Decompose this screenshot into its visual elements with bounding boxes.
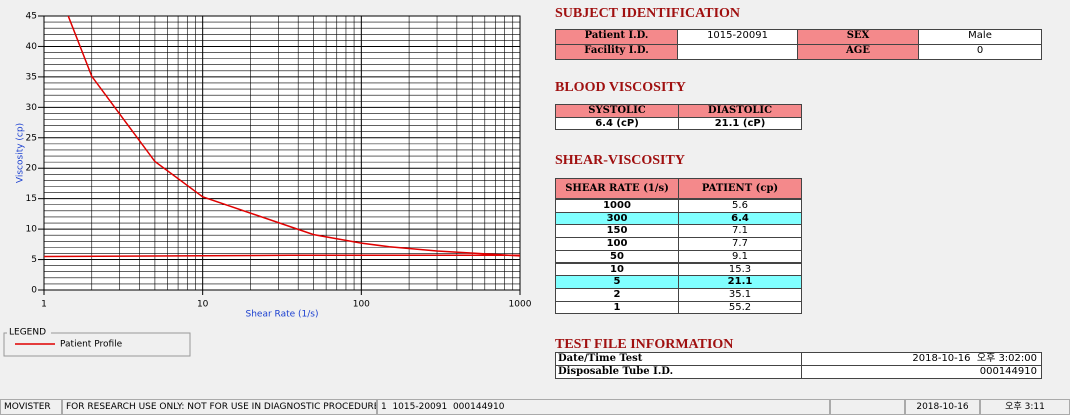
field-label: Patient I.D. [555, 29, 678, 45]
y-tick-label: 30 [26, 103, 38, 113]
chart: Shear Rate (1/s) Viscosity (cp) LEGEND 0… [3, 12, 532, 357]
column-header: DIASTOLIC [678, 104, 802, 118]
table-cell: 2 [555, 287, 679, 302]
status-field: 오후 3:11 [980, 399, 1070, 415]
x-tick-label: 1000 [509, 300, 532, 310]
table-cell: 55.2 [678, 300, 802, 315]
field-value: 0 [918, 44, 1042, 60]
field-label: AGE [797, 44, 919, 60]
value-cell: 21.1 (cP) [678, 117, 802, 130]
column-header: SYSTOLIC [555, 104, 679, 118]
line-series [44, 254, 520, 258]
table-cell: 21.1 [678, 275, 802, 289]
y-tick-label: 20 [26, 164, 38, 174]
y-tick-label: 35 [26, 72, 37, 82]
table-cell: 6.4 [678, 211, 802, 226]
table-cell: 1 [555, 300, 679, 315]
y-tick-label: 5 [31, 255, 37, 265]
y-tick-label: 15 [26, 194, 37, 204]
column-header: PATIENT (cp) [678, 178, 802, 199]
value-cell: 6.4 (cP) [555, 117, 679, 130]
legend-title-bg [7, 327, 51, 337]
table-cell: 300 [555, 211, 679, 226]
x-tick-label: 10 [197, 300, 209, 310]
table-cell: 7.7 [678, 237, 802, 251]
y-tick-label: 10 [26, 225, 38, 235]
y-axis-label: Viscosity (cp) [16, 123, 26, 183]
section-title: SHEAR-VISCOSITY [555, 153, 685, 168]
table-cell: 1000 [555, 199, 679, 213]
table-cell: 5 [555, 275, 679, 289]
section-title: TEST FILE INFORMATION [555, 337, 734, 352]
table-cell: 9.1 [678, 249, 802, 264]
section-title: SUBJECT IDENTIFICATION [555, 6, 741, 21]
table-cell: 35.1 [678, 287, 802, 302]
legend-title: LEGEND [9, 328, 46, 338]
plot-lines [44, 16, 520, 258]
status-field: MOVISTER [0, 399, 62, 415]
field-label: Date/Time Test [555, 352, 802, 366]
status-field: 1 1015-20091 000144910 [377, 399, 830, 415]
field-value: Male [918, 29, 1042, 45]
plot-area [43, 15, 521, 291]
table-cell: 50 [555, 249, 679, 264]
status-field [830, 399, 905, 415]
y-tick-label: 25 [26, 133, 37, 143]
y-tick-label: 0 [31, 286, 37, 296]
field-value: 2018-10-16 오후 3:02:00 [801, 352, 1042, 366]
x-tick-label: 100 [353, 300, 370, 310]
line-series [67, 16, 520, 257]
status-field: 2018-10-16 [905, 399, 980, 415]
x-tick-label: 1 [41, 300, 47, 310]
section-title: BLOOD VISCOSITY [555, 80, 686, 95]
table-cell: 150 [555, 224, 679, 239]
table-cell: 10 [555, 262, 679, 277]
status-field: FOR RESEARCH USE ONLY: NOT FOR USE IN DI… [62, 399, 377, 415]
field-value: 000144910 [801, 365, 1042, 379]
table-cell: 5.6 [678, 199, 802, 213]
column-header: SHEAR RATE (1/s) [555, 178, 679, 199]
y-tick-label: 45 [26, 12, 37, 22]
field-label: Disposable Tube I.D. [555, 365, 802, 379]
table-cell: 15.3 [678, 262, 802, 277]
table-cell: 100 [555, 237, 679, 251]
table-cell: 7.1 [678, 224, 802, 239]
field-label: SEX [797, 29, 919, 45]
legend-label: Patient Profile [60, 340, 123, 350]
x-axis-label: Shear Rate (1/s) [246, 310, 319, 320]
legend-box [3, 332, 191, 357]
field-value [677, 44, 798, 60]
field-value: 1015-20091 [677, 29, 798, 45]
y-tick-label: 40 [26, 42, 38, 52]
field-label: Facility I.D. [555, 44, 678, 60]
